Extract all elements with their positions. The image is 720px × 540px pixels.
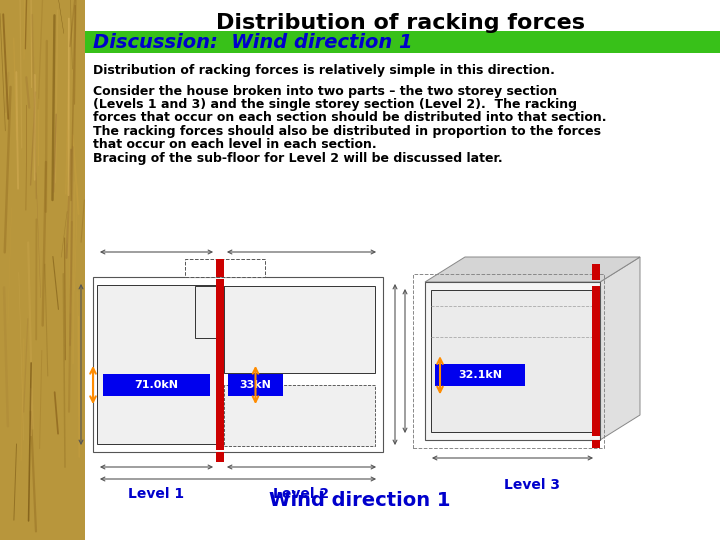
Bar: [592, 440, 600, 448]
Text: 71.0kN: 71.0kN: [135, 380, 179, 390]
Bar: [431, 290, 592, 432]
Text: Discussion:  Wind direction 1: Discussion: Wind direction 1: [93, 32, 413, 51]
Text: Wind direction 1: Wind direction 1: [269, 491, 451, 510]
Text: Consider the house broken into two parts – the two storey section: Consider the house broken into two parts…: [93, 85, 557, 98]
Text: 33kN: 33kN: [240, 380, 271, 390]
Bar: [185, 259, 265, 277]
Text: that occur on each level in each section.: that occur on each level in each section…: [93, 138, 377, 151]
Bar: [228, 374, 283, 396]
Text: Level 3: Level 3: [505, 478, 560, 492]
Text: Bracing of the sub-floor for Level 2 will be discussed later.: Bracing of the sub-floor for Level 2 wil…: [93, 152, 503, 165]
Text: The racking forces should also be distributed in proportion to the forces: The racking forces should also be distri…: [93, 125, 601, 138]
Text: Distribution of racking forces is relatively simple in this direction.: Distribution of racking forces is relati…: [93, 64, 555, 77]
Bar: [93, 277, 383, 452]
Text: Level 1: Level 1: [128, 487, 184, 501]
Text: Distribution of racking forces: Distribution of racking forces: [215, 13, 585, 33]
Bar: [224, 286, 375, 373]
Text: forces that occur on each section should be distributed into that section.: forces that occur on each section should…: [93, 111, 606, 124]
Bar: [216, 259, 224, 277]
Bar: [592, 286, 600, 436]
Text: (Levels 1 and 3) and the single storey section (Level 2).  The racking: (Levels 1 and 3) and the single storey s…: [93, 98, 577, 111]
Bar: [85, 31, 720, 53]
Bar: [216, 279, 224, 450]
Polygon shape: [600, 257, 640, 440]
Bar: [103, 374, 210, 396]
Text: Level 2: Level 2: [274, 487, 330, 501]
Bar: [195, 286, 225, 338]
Bar: [216, 452, 224, 462]
Text: 32.1kN: 32.1kN: [458, 370, 502, 380]
Polygon shape: [425, 257, 640, 282]
Bar: [97, 285, 216, 444]
Bar: [435, 364, 525, 386]
Bar: [224, 384, 375, 446]
Bar: [592, 264, 600, 280]
Bar: [425, 282, 600, 440]
Bar: [0, 0, 85, 540]
Bar: [413, 274, 604, 448]
